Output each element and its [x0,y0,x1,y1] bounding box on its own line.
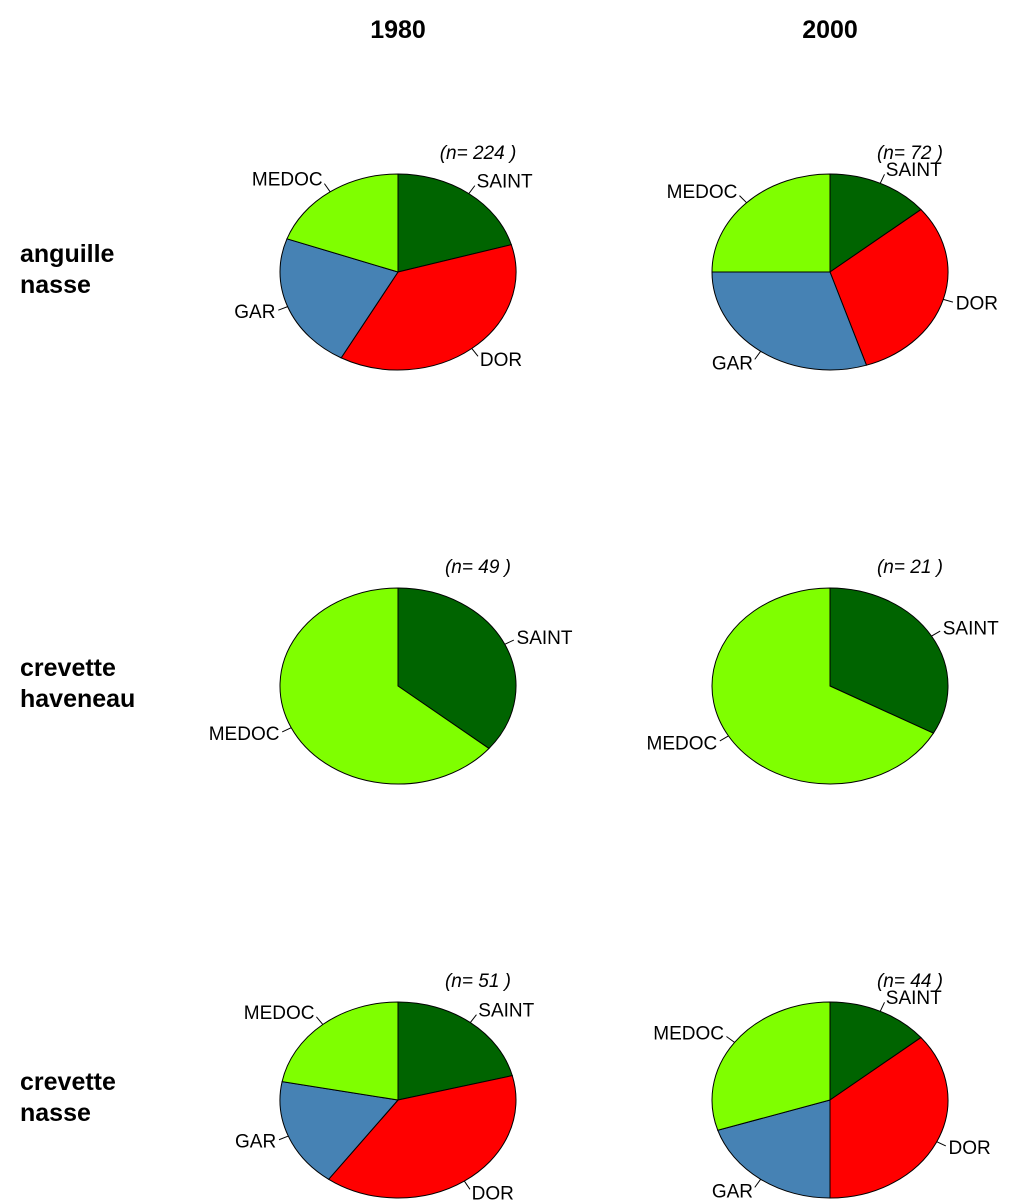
pie-6-slice-medoc [711,1001,831,1131]
pie-chart-3: (n= 49 ) SAINT MEDOC [209,557,573,785]
pie-1-label-saint: SAINT [477,172,533,193]
column-header-2: 2000 [802,16,858,44]
pie-1-leader-saint [468,185,476,194]
pie-6-sample-size: (n= 44 ) [877,971,943,992]
pie-1-leader-gar [278,306,288,311]
pie-5-leader-dor [463,1180,471,1190]
pie-1-slice-dor [340,244,517,371]
pie-1-label-dor: DOR [480,350,522,371]
pie-3-slice-medoc [279,587,490,785]
pie-5-label-gar: GAR [235,1132,276,1153]
pie-5-leader-gar [278,1135,289,1141]
pie-2-label-gar: GAR [712,353,753,374]
pie-2-slice-medoc [711,173,831,273]
pie-6-label-medoc: MEDOC [653,1024,724,1045]
pie-3-label-medoc: MEDOC [209,724,280,745]
pie-1-leader-dor [471,348,479,357]
pie-5-label-saint: SAINT [478,1001,534,1022]
pie-5-label-dor: DOR [472,1183,514,1201]
row-label-1-line-1: anguille [20,240,115,268]
pie-1-slice-gar [279,238,399,359]
pie-6-leader-saint [879,1002,885,1012]
pie-4-slice-medoc [711,587,935,785]
pie-1-label-medoc: MEDOC [252,170,323,191]
pie-2-leader-gar [754,350,762,360]
pie-6-leader-dor [936,1141,947,1147]
pie-5-leader-saint [469,1014,477,1023]
pie-4-sample-size: (n= 21 ) [877,557,943,578]
pie-chart-1: (n= 224 ) SAINT DOR GAR MEDOC [234,143,533,371]
pie-chart-5: (n= 51 ) SAINT DOR GAR MEDOC [235,971,535,1201]
pie-chart-4: (n= 21 ) SAINT MEDOC [647,557,999,785]
pie-5-sample-size: (n= 51 ) [445,971,511,992]
pie-chart-6: (n= 44 )SAINT DOR GAR MEDOC [653,971,990,1201]
pie-4-leader-medoc [719,735,729,742]
pie-1-label-gar: GAR [234,302,275,323]
pie-4-label-medoc: MEDOC [647,734,718,755]
row-label-1: anguille nasse [20,240,115,299]
pie-5-slice-medoc [281,1001,399,1101]
row-label-1-line-2: nasse [20,271,91,299]
pie-5-label-medoc: MEDOC [244,1003,315,1024]
pie-1-leader-medoc [323,183,331,193]
pie-5-slice-dor [327,1075,517,1199]
pie-6-leader-medoc [726,1036,735,1043]
pie-1-slice-medoc [286,173,399,273]
pie-3-label-saint: SAINT [517,628,573,649]
pie-chart-2: (n= 72 )SAINT DOR GAR MEDOC [667,143,998,374]
pie-3-leader-saint [504,639,515,645]
pie-2-sample-size: (n= 72 ) [877,143,943,164]
pie-3-leader-medoc [281,727,292,733]
pie-6-label-saint: SAINT [886,988,942,1009]
pie-1-sample-size: (n= 224 ) [440,143,517,164]
pie-6-slice-dor [829,1036,949,1199]
pie-2-label-medoc: MEDOC [667,182,738,203]
row-label-3: crevette nasse [20,1068,116,1127]
pie-5-leader-medoc [316,1016,324,1025]
pie-4-slice-saint [829,587,949,734]
pie-3-sample-size: (n= 49 ) [445,557,511,578]
row-label-2: crevette haveneau [20,654,135,713]
pie-6-slice-gar [717,1099,831,1199]
pie-3-slice-saint [397,587,517,750]
pie-6-label-dor: DOR [949,1138,991,1159]
pie-6-leader-gar [754,1178,762,1188]
pie-2-leader-saint [879,174,885,184]
pie-4-leader-saint [931,630,941,637]
pie-2-label-saint: SAINT [886,160,942,181]
pie-2-leader-dor [943,298,954,303]
pie-2-slice-gar [711,271,868,371]
pie-5-slice-saint [397,1001,513,1101]
row-label-3-line-1: crevette [20,1068,116,1096]
pie-2-leader-medoc [739,195,747,204]
row-label-3-line-2: nasse [20,1099,91,1127]
column-header-1: 1980 [370,16,426,44]
pie-4-label-saint: SAINT [943,618,999,639]
pie-1-slice-saint [397,173,512,273]
pie-2-label-dor: DOR [956,294,998,315]
row-label-2-line-2: haveneau [20,685,135,713]
row-label-2-line-1: crevette [20,654,116,682]
pie-5-slice-gar [279,1081,399,1180]
pie-6-label-gar: GAR [712,1181,753,1201]
